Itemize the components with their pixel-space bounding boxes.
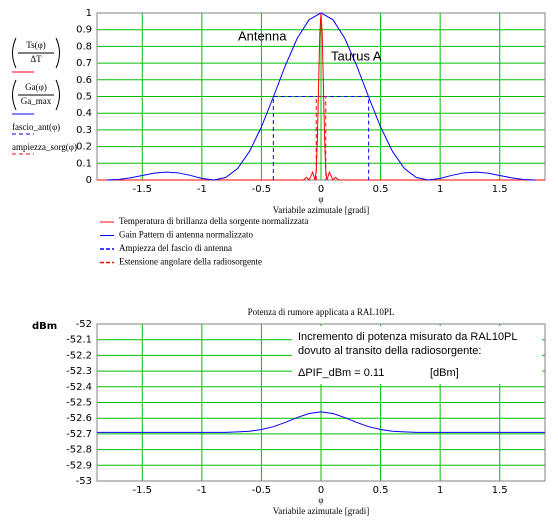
series-line: [272, 96, 370, 180]
x-tick-label: 1.5: [492, 184, 508, 195]
bracket: [12, 79, 17, 111]
y-tick-label: 0.7: [76, 58, 92, 69]
y-tick-label: 0.3: [76, 125, 92, 136]
x-axis-symbol: φ: [318, 495, 323, 505]
y-tick-label: 0.4: [76, 108, 92, 119]
x-tick-label: -0.5: [252, 485, 272, 496]
bracket: [12, 37, 17, 69]
y-expression: fascio_ant(φ): [12, 122, 60, 132]
x-tick-label: 0: [318, 184, 324, 195]
annotation: dovuto al transito della radiosorgente:: [298, 345, 481, 357]
x-tick-label: 1.5: [492, 485, 508, 496]
y-tick-label: -52.7: [66, 429, 92, 440]
y-tick-label: 0.6: [76, 75, 92, 86]
bracket: [55, 79, 60, 111]
x-tick-label: -0.5: [252, 184, 272, 195]
y-tick-label: -52.6: [66, 413, 92, 424]
y-tick-label: 0: [86, 175, 92, 186]
x-tick-label: 1: [437, 184, 443, 195]
plot-border: [96, 323, 546, 482]
x-tick-label: 1: [437, 485, 443, 496]
annotation: [dBm]: [430, 367, 459, 379]
y-expression: ampiezza_sorg(φ): [12, 142, 77, 152]
x-tick-label: 0: [318, 485, 324, 496]
y-tick-label: -52.1: [66, 335, 92, 346]
y-expression: Ga_max: [21, 96, 52, 106]
x-tick-label: -1: [197, 184, 207, 195]
x-tick-label: 0.5: [373, 485, 389, 496]
bracket: [55, 37, 60, 69]
y-tick-label: -53: [76, 476, 92, 487]
chart-title: Potenza di rumore applicata a RAL10PL: [248, 307, 395, 317]
y-tick-label: -52.9: [66, 460, 92, 471]
annotation: Antenna: [238, 28, 287, 43]
annotation: ΔPIF_dBm = 0.11: [298, 367, 384, 379]
series-line: [106, 12, 536, 181]
legend-label: Temperatura di brillanza della sorgente …: [119, 216, 308, 226]
y-tick-label: 0.5: [76, 92, 92, 103]
series-line: [97, 411, 545, 433]
x-tick-label: -1: [197, 485, 207, 496]
y-tick-label: -52.8: [66, 445, 92, 456]
y-axis-title: dBm: [32, 321, 57, 332]
x-tick-label: -1.5: [133, 485, 153, 496]
y-tick-label: 0.2: [76, 142, 92, 153]
y-expression: ΔT: [30, 54, 42, 64]
y-tick-label: 0.9: [76, 25, 92, 36]
y-tick-label: -52.2: [66, 350, 92, 361]
y-expression: Ga(φ): [25, 82, 47, 92]
x-tick-label: 0.5: [373, 184, 389, 195]
legend-label: Ampiezza del fascio di antenna: [119, 243, 232, 253]
x-axis-symbol: φ: [318, 194, 323, 204]
x-tick-label: -1.5: [133, 184, 153, 195]
annotation-box: [292, 326, 542, 384]
y-tick-label: 0.1: [76, 158, 92, 169]
y-tick-label: -52.4: [66, 382, 92, 393]
y-tick-label: -52.3: [66, 366, 92, 377]
y-expression: Ts(φ): [26, 40, 46, 50]
legend-label: Gain Pattern di antenna normalizzato: [119, 230, 253, 240]
annotation: Incremento di potenza misurato da RAL10P…: [298, 331, 518, 343]
legend-label: Estensione angolare della radiosorgente: [119, 257, 262, 267]
y-tick-label: -52.5: [66, 398, 92, 409]
y-tick-label: 1: [86, 8, 92, 19]
x-axis-title: Variabile azimutale [gradi]: [273, 205, 369, 215]
y-tick-label: -52: [76, 319, 92, 330]
y-tick-label: 0.8: [76, 41, 92, 52]
x-axis-title: Variabile azimutale [gradi]: [273, 506, 369, 516]
annotation: Taurus A: [331, 48, 382, 63]
series-line: [315, 96, 327, 180]
